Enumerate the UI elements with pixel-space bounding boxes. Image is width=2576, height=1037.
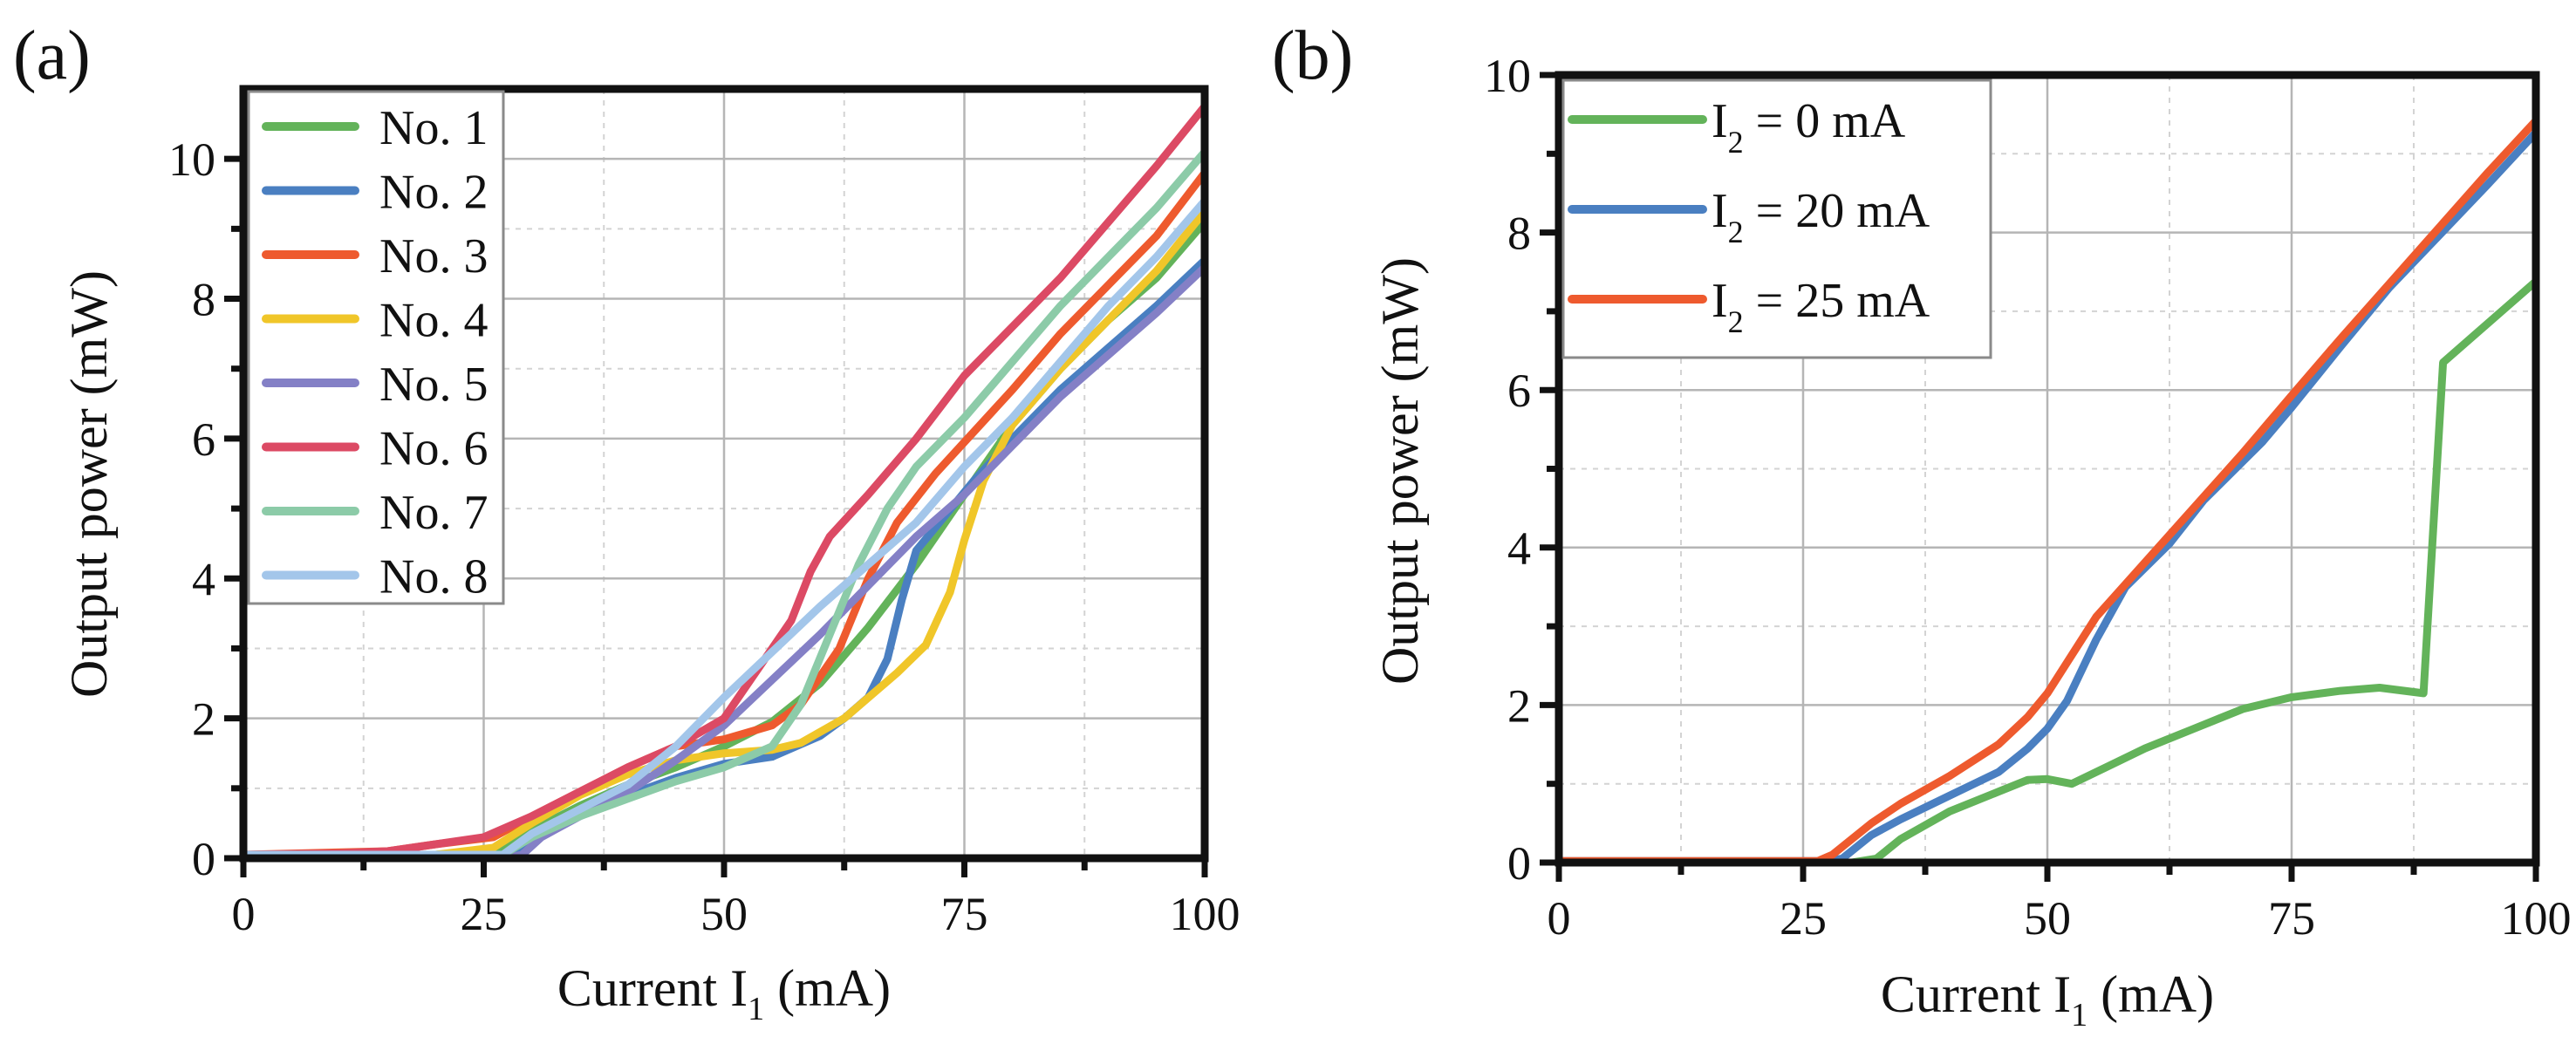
legend-label-rest: = 20 mA [1744, 184, 1930, 238]
y-tick-label: 4 [1507, 522, 1531, 575]
legend-item: No. 3 [262, 229, 488, 283]
legend-label-main: I [1712, 184, 1728, 238]
legend-label: No. 3 [379, 229, 488, 283]
legend-item: I2 = 25 mA [1568, 274, 1930, 339]
y-tick-label: 10 [168, 133, 215, 186]
legend-item: No. 4 [262, 294, 488, 348]
series-line-6 [239, 102, 1209, 859]
legend-label: No. 1 [379, 101, 488, 155]
legend-label-rest: = 0 mA [1744, 94, 1906, 148]
x-axis-title-b: Current I1 (mA) [1881, 965, 2214, 1034]
y-tick-label: 2 [192, 693, 215, 746]
series-line-8 [239, 196, 1209, 859]
legend-label: No. 7 [379, 486, 488, 540]
panel-label-a: (a) [13, 17, 91, 94]
legend-item: No. 6 [262, 422, 488, 476]
legend-label-main: I [1712, 94, 1728, 148]
legend-label-main: I [1712, 274, 1728, 328]
legend-item: No. 5 [262, 358, 488, 412]
legend-label-sub: 2 [1728, 304, 1744, 339]
x-tick-label: 0 [232, 888, 256, 940]
series-line-5 [239, 263, 1209, 863]
legend-label-sub: 2 [1728, 215, 1744, 249]
legend-box [1561, 78, 1992, 359]
legend-item: No. 8 [262, 550, 488, 604]
legend-a: No. 1 No. 2 No. 3 No. 4 No. 5 No. 6 No. 7 No. 8 [247, 90, 505, 605]
y-tick-label: 8 [192, 274, 215, 326]
x-axis-title-a-main: Current I [557, 959, 748, 1017]
legend-label: I2 = 20 mA [1712, 184, 1930, 249]
legend-label-rest: = 25 mA [1744, 274, 1930, 328]
legend-label: No. 5 [379, 358, 488, 412]
x-tick-label: 25 [461, 888, 508, 940]
legend-item: No. 7 [262, 486, 488, 540]
y-tick-label: 4 [192, 553, 215, 605]
x-axis-title-b-unit: (mA) [2087, 965, 2214, 1023]
legend-label: No. 8 [379, 550, 488, 604]
x-tick-label: 75 [941, 888, 988, 940]
x-axis-title-b-main: Current I [1881, 965, 2071, 1023]
legend-box [247, 90, 505, 605]
series-line-3 [1554, 116, 2540, 865]
x-tick-label: 50 [2024, 892, 2071, 945]
legend-item: I2 = 20 mA [1568, 184, 1930, 249]
legend-item: I2 = 0 mA [1568, 94, 1906, 160]
tick-labels-a: 0 25 50 75 100 0 2 4 6 8 10 [168, 133, 1240, 940]
series-line-4 [239, 207, 1209, 859]
legend-item: No. 2 [262, 166, 488, 220]
y-tick-label: 0 [1507, 837, 1531, 890]
y-axis-title-a: Output power (mW) [60, 270, 118, 698]
y-tick-label: 2 [1507, 679, 1531, 732]
tick-labels-b: 0 25 50 75 100 0 2 4 6 8 10 [1484, 50, 2572, 945]
legend-label: No. 4 [379, 294, 488, 348]
x-axis-title-a-unit: (mA) [764, 959, 891, 1017]
axes-b [1540, 71, 2540, 882]
series-layer-b [1554, 116, 2540, 867]
x-tick-label: 50 [700, 888, 748, 940]
y-tick-label: 6 [1507, 365, 1531, 417]
y-tick-label: 0 [192, 833, 215, 885]
x-axis-title-a-sub: 1 [748, 991, 764, 1027]
series-layer-a [239, 102, 1209, 863]
series-line-7 [239, 147, 1209, 859]
legend-label-sub: 2 [1728, 125, 1744, 160]
y-axis-title-b: Output power (mW) [1371, 257, 1429, 685]
axes-a [224, 85, 1209, 877]
x-axis-title-a: Current I1 (mA) [557, 959, 891, 1027]
y-tick-label: 10 [1484, 50, 1531, 102]
x-tick-label: 0 [1548, 892, 1571, 945]
legend-label: No. 6 [379, 422, 488, 476]
series-line-1 [1554, 277, 2540, 867]
legend-label: I2 = 25 mA [1712, 274, 1930, 339]
panel-label-b: (b) [1272, 17, 1353, 94]
x-tick-label: 25 [1780, 892, 1827, 945]
legend-label: No. 2 [379, 166, 488, 220]
x-tick-label: 100 [1170, 888, 1240, 940]
x-axis-title-b-sub: 1 [2071, 997, 2087, 1034]
x-tick-label: 100 [2501, 892, 2572, 945]
x-tick-label: 75 [2268, 892, 2315, 945]
legend-item: No. 1 [262, 101, 488, 155]
y-tick-label: 8 [1507, 208, 1531, 260]
legend-label: I2 = 0 mA [1712, 94, 1906, 160]
y-tick-label: 6 [192, 413, 215, 466]
